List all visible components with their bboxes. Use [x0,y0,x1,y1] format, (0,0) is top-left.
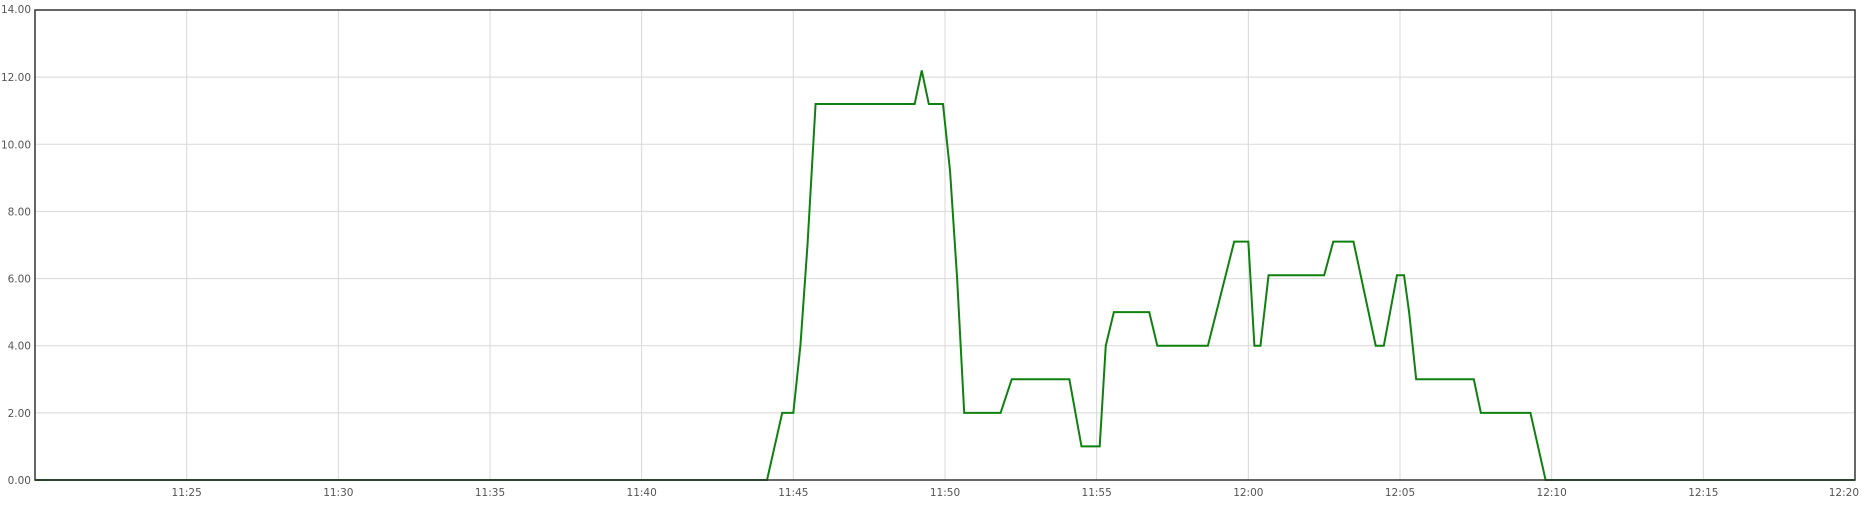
x-tick-label: 12:15 [1688,487,1718,499]
grid-lines [35,9,1856,481]
series-line [35,70,1855,481]
x-tick-label: 11:40 [627,487,657,499]
x-tick-label: 12:05 [1385,487,1415,499]
x-tick-label: 11:35 [475,487,505,499]
y-tick-label: 2.00 [8,408,31,420]
x-tick-label: 11:30 [323,487,353,499]
series-layer [35,70,1855,481]
y-tick-label: 14.00 [1,4,31,16]
y-tick-label: 12.00 [1,72,31,84]
x-tick-label: 12:20 [1829,487,1859,499]
x-tick-label: 12:10 [1537,487,1567,499]
x-axis-labels: 11:25 11:30 11:35 11:40 11:45 11:50 11:55 12:00… [172,487,1859,499]
plot-frame [34,9,1856,481]
x-tick-label: 11:45 [778,487,808,499]
x-tick-label: 11:25 [172,487,202,499]
y-tick-label: 4.00 [8,341,31,353]
y-tick-label: 8.00 [8,206,31,218]
y-tick-label: 0.00 [8,475,31,487]
x-tick-label: 11:55 [1082,487,1112,499]
x-tick-label: 11:50 [930,487,960,499]
x-tick-label: 12:00 [1233,487,1263,499]
y-tick-label: 10.00 [1,139,31,151]
y-tick-label: 6.00 [8,274,31,286]
y-axis-labels: 0.00 2.00 4.00 6.00 8.00 10.00 12.00 14.00 [1,4,31,487]
